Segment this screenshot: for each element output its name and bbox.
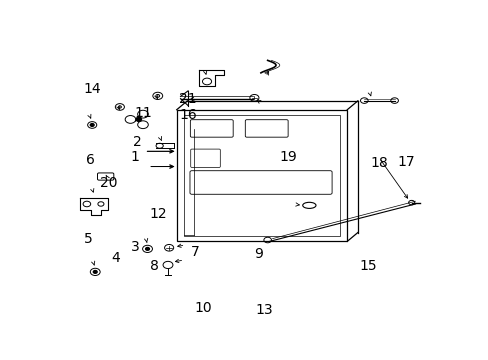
Text: 19: 19 xyxy=(279,150,297,165)
FancyBboxPatch shape xyxy=(245,120,287,137)
Text: 3: 3 xyxy=(130,240,139,254)
Text: 4: 4 xyxy=(111,251,120,265)
Circle shape xyxy=(145,247,149,250)
Text: 7: 7 xyxy=(191,246,200,260)
Bar xyxy=(183,115,340,237)
Text: 8: 8 xyxy=(149,259,158,273)
Text: 2: 2 xyxy=(132,135,141,149)
Text: 20: 20 xyxy=(100,176,117,190)
Text: 1: 1 xyxy=(130,150,139,164)
FancyBboxPatch shape xyxy=(97,173,114,180)
Text: 15: 15 xyxy=(359,259,376,273)
Text: 10: 10 xyxy=(194,301,212,315)
Text: 21: 21 xyxy=(179,92,197,105)
Text: 9: 9 xyxy=(253,247,262,261)
Text: 13: 13 xyxy=(255,303,272,317)
FancyBboxPatch shape xyxy=(190,120,233,137)
Text: 12: 12 xyxy=(149,207,166,221)
Text: 16: 16 xyxy=(179,108,197,122)
Text: 6: 6 xyxy=(86,153,95,167)
Circle shape xyxy=(90,123,94,126)
FancyBboxPatch shape xyxy=(190,149,220,167)
Text: 17: 17 xyxy=(396,155,414,169)
Text: 5: 5 xyxy=(84,231,93,246)
Text: 18: 18 xyxy=(370,156,387,170)
Text: 11: 11 xyxy=(135,106,152,120)
Circle shape xyxy=(136,117,141,121)
Text: 14: 14 xyxy=(83,82,101,96)
Bar xyxy=(176,110,346,242)
FancyBboxPatch shape xyxy=(189,171,331,194)
Circle shape xyxy=(93,270,97,273)
